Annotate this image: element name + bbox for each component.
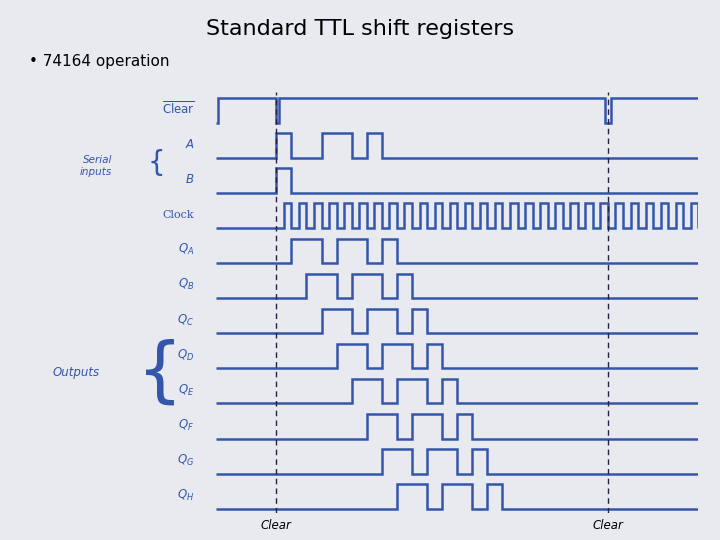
- Text: Clear: Clear: [261, 519, 292, 532]
- Text: $Q_G$: $Q_G$: [177, 453, 194, 468]
- Text: $Q_H$: $Q_H$: [177, 488, 194, 503]
- Text: $Q_E$: $Q_E$: [178, 383, 194, 397]
- Text: $Q_A$: $Q_A$: [178, 242, 194, 257]
- Text: $Q_B$: $Q_B$: [178, 278, 194, 292]
- Text: Clear: Clear: [593, 519, 624, 532]
- Text: Clock: Clock: [163, 210, 194, 220]
- Text: Serial: Serial: [83, 155, 112, 165]
- Text: $B$: $B$: [185, 173, 194, 186]
- Text: $Q_F$: $Q_F$: [179, 418, 194, 433]
- Text: $\{$: $\{$: [148, 146, 163, 178]
- Text: inputs: inputs: [80, 167, 112, 177]
- Text: Standard TTL shift registers: Standard TTL shift registers: [206, 19, 514, 39]
- Text: $Q_C$: $Q_C$: [177, 313, 194, 327]
- Text: Outputs: Outputs: [52, 366, 99, 379]
- Text: $\overline{\mathrm{Clear}}$: $\overline{\mathrm{Clear}}$: [161, 101, 194, 118]
- Text: $A$: $A$: [184, 138, 194, 151]
- Text: $\{$: $\{$: [136, 338, 175, 408]
- Text: • 74164 operation: • 74164 operation: [29, 54, 169, 69]
- Text: $Q_D$: $Q_D$: [177, 348, 194, 362]
